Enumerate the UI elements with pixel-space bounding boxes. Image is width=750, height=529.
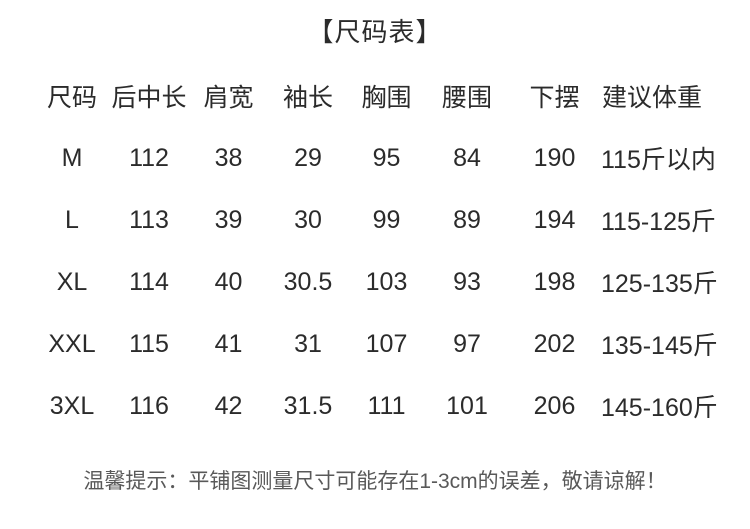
table-cell: 198	[533, 267, 576, 296]
column-header: 建议体重	[601, 84, 702, 112]
table-cell: 89	[453, 205, 481, 234]
size-cell: L	[65, 205, 79, 234]
table-header-row: 尺码 后中长 肩宽 袖长 胸围 腰围 下摆 建议体重	[34, 65, 703, 127]
table-cell: 190	[533, 143, 576, 172]
table-cell: 115-125斤	[601, 208, 716, 236]
column-header: 胸围	[361, 84, 412, 112]
table-cell: 194	[533, 205, 576, 234]
table-cell: 30	[294, 205, 322, 234]
table-row: M 112 38 29 95 84 190 115斤以内	[34, 127, 716, 189]
table-cell: 42	[214, 391, 243, 420]
table-cell: 97	[453, 329, 481, 358]
table-row: XL 114 40 30.5 103 93 198 125-135斤	[34, 251, 718, 313]
table-cell: 111	[367, 391, 406, 420]
column-header: 后中长	[111, 84, 187, 112]
table-cell: 145-160斤	[601, 394, 718, 422]
table-cell: 206	[533, 391, 576, 420]
table-cell: 30.5	[283, 267, 333, 296]
table-cell: 114	[129, 267, 169, 296]
column-header: 尺码	[46, 84, 97, 112]
table-body: M 112 38 29 95 84 190 115斤以内 L 113 39 30 99 89 194 115-…	[34, 127, 718, 437]
table-row: 3XL 116 42 31.5 111 101 206 145-160斤	[34, 375, 718, 437]
size-cell: 3XL	[49, 391, 95, 420]
table-cell: 116	[129, 391, 169, 420]
table-cell: 103	[365, 267, 408, 296]
table-cell: 115斤以内	[601, 146, 716, 174]
table-cell: 29	[294, 143, 322, 172]
page-title: 【尺码表】	[307, 17, 443, 47]
table-cell: 31	[294, 329, 322, 358]
table-cell: 125-135斤	[601, 270, 718, 298]
table-cell: 107	[365, 329, 408, 358]
table-cell: 31.5	[283, 391, 333, 420]
table-cell: 99	[372, 205, 401, 234]
table-row: XXL 115 41 31 107 97 202 135-145斤	[34, 313, 718, 375]
footer-note: 温馨提示：平铺图测量尺寸可能存在1-3cm的误差，敬请谅解！	[83, 470, 667, 493]
table-row: L 113 39 30 99 89 194 115-125斤	[34, 189, 716, 251]
table-cell: 38	[214, 143, 243, 172]
table-cell: 93	[453, 267, 481, 296]
column-header: 腰围	[441, 84, 492, 112]
size-table: 尺码 后中长 肩宽 袖长 胸围 腰围 下摆 建议体重 M 112 38 29 95 84 190 115斤以…	[34, 65, 718, 437]
column-header: 肩宽	[203, 84, 254, 112]
table-cell: 95	[372, 143, 401, 172]
table-cell: 115	[129, 329, 169, 358]
size-cell: XXL	[48, 329, 96, 358]
column-header: 袖长	[282, 84, 333, 112]
table-cell: 41	[214, 329, 243, 358]
table-cell: 101	[446, 391, 488, 420]
table-cell: 202	[533, 329, 576, 358]
column-header: 下摆	[529, 84, 580, 112]
table-cell: 135-145斤	[601, 332, 718, 360]
table-cell: 84	[453, 143, 481, 172]
table-cell: 40	[214, 267, 243, 296]
table-cell: 113	[129, 205, 169, 234]
size-cell: XL	[56, 267, 88, 296]
table-cell: 112	[129, 143, 169, 172]
size-cell: M	[61, 143, 83, 172]
table-cell: 39	[214, 205, 243, 234]
